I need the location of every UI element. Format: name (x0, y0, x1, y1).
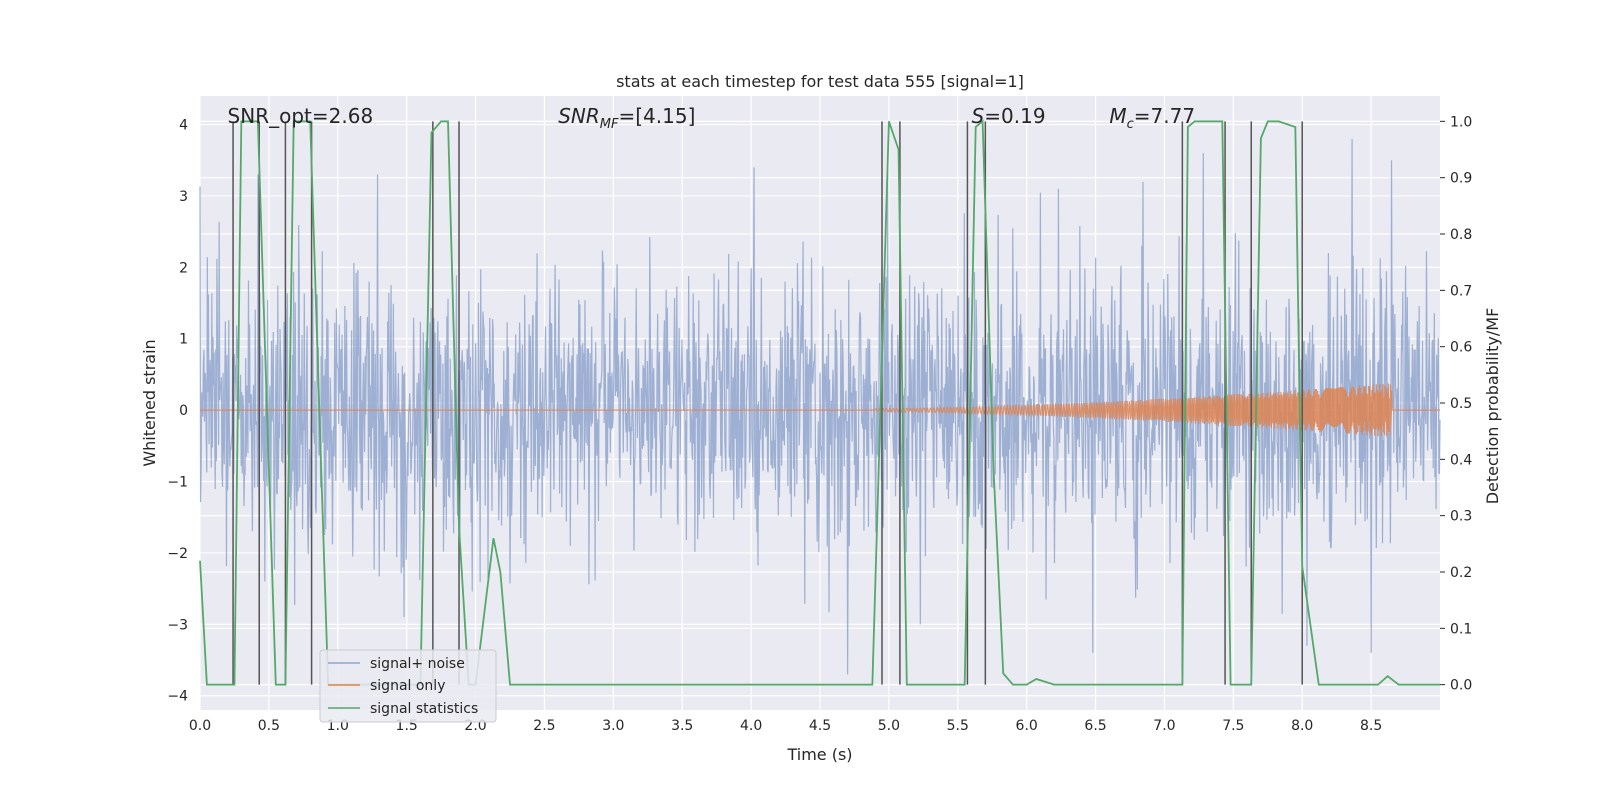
x-tick-label: 4.0 (740, 718, 762, 734)
signal-only-series (200, 383, 1440, 437)
y2-axis-label: Detection probability/MF (1483, 308, 1502, 505)
annotation-text: SNRMF=[4.15] (558, 104, 695, 132)
y-tick-label: 0 (179, 403, 188, 419)
x-tick-label: 5.5 (947, 718, 969, 734)
x-axis-label: Time (s) (786, 745, 852, 764)
signal-statistics-series (199, 119, 1440, 686)
annotation-text: S=0.19 (972, 104, 1046, 128)
signal-noise-series (199, 138, 1441, 675)
signal-only-line (200, 383, 1440, 437)
x-tick-label: 8.0 (1291, 718, 1313, 734)
x-tick-label: 6.0 (1016, 718, 1038, 734)
x-tick-label: 4.5 (809, 718, 831, 734)
y2-tick-label: 0.4 (1450, 452, 1472, 468)
x-tick-label: 0.0 (189, 718, 211, 734)
y-tick-label: 3 (179, 189, 188, 205)
y-tick-label: −4 (167, 689, 188, 705)
x-tick-label: 3.0 (602, 718, 624, 734)
x-tick-label: 2.5 (533, 718, 555, 734)
y-tick-labels: 4 3 2 1 0 −1 −2 −3 −4 (167, 118, 188, 705)
y-tick-label: 1 (179, 332, 188, 348)
y-tick-label: 4 (179, 118, 188, 134)
signal-noise-line (199, 138, 1441, 675)
y2-tick-label: 0.6 (1450, 340, 1472, 356)
annotation-text: Mc=7.77 (1109, 104, 1195, 132)
y2-tick-label: 0.3 (1450, 509, 1472, 525)
x-tick-label: 7.0 (1153, 718, 1175, 734)
legend-box (319, 649, 497, 723)
legend-label-noise: signal+ noise (370, 656, 465, 672)
x-tick-label: 3.5 (671, 718, 693, 734)
x-tick-label: 7.5 (1222, 718, 1244, 734)
x-tick-label: 0.5 (258, 718, 280, 734)
y-tick-label: −2 (167, 546, 188, 562)
legend: signal+ noise signal only signal statist… (319, 649, 497, 723)
y-axis-label: Whitened strain (140, 339, 159, 466)
y2-tick-label: 0.0 (1450, 678, 1472, 694)
y2-tick-label: 0.7 (1450, 283, 1472, 299)
annotations: SNR_opt=2.68 SNRMF=[4.15] S=0.19 Mc=7.77 (228, 104, 1195, 132)
y2-tick-label: 0.9 (1450, 171, 1472, 187)
y-tick-label: −1 (167, 475, 188, 491)
y-tick-label: 2 (179, 260, 188, 276)
chart-title: stats at each timestep for test data 555… (616, 72, 1024, 91)
signal-statistics-line (199, 119, 1440, 686)
x-tick-label: 5.0 (878, 718, 900, 734)
y2-tick-label: 0.2 (1450, 565, 1472, 581)
y2-tick-label: 0.5 (1450, 396, 1472, 412)
annotation-text: SNR_opt=2.68 (228, 104, 374, 128)
x-tick-label: 8.5 (1360, 718, 1382, 734)
y2-tick-label: 1.0 (1450, 114, 1472, 130)
legend-label-signal: signal only (370, 678, 445, 694)
y2-tick-labels: 1.0 0.9 0.8 0.7 0.6 0.5 0.4 0.3 0.2 0.1 0.0 (1450, 114, 1472, 693)
legend-label-stats: signal statistics (370, 701, 478, 717)
x-tick-label: 6.5 (1084, 718, 1106, 734)
y-tick-label: −3 (167, 617, 188, 633)
y2-tick-label: 0.1 (1450, 621, 1472, 637)
y2-tick-label: 0.8 (1450, 227, 1472, 243)
